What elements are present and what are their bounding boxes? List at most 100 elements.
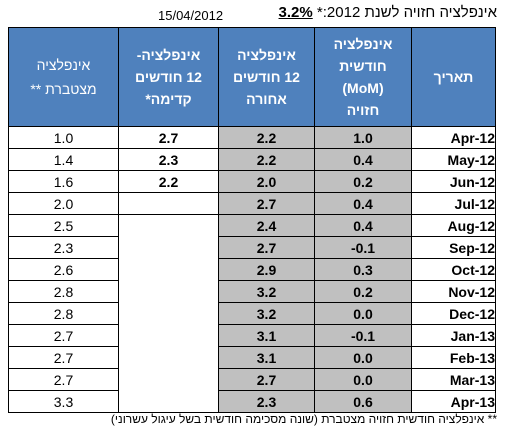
header-back12-line: אחורה [246, 91, 287, 107]
cell-back12: 2.9 [218, 258, 315, 281]
header-forward12-line: קדימה* [145, 91, 192, 107]
table-row: 2.8 3.2 0.0 Dec-12 [8, 302, 496, 325]
cell-forward12: 2.7 [118, 126, 219, 149]
cell-back12: 3.2 [218, 302, 315, 325]
cell-mom: 0.4 [314, 214, 412, 237]
title-text: אינפלציה חזויה לשנת 2012:* [316, 4, 497, 21]
header-forward12-line: אינפלציה- [136, 47, 201, 63]
cell-forward12 [118, 302, 219, 325]
cell-forward12: 2.2 [118, 170, 219, 193]
table-row: 2.3 2.7 -0.1 Sep-12 [8, 236, 496, 259]
cell-cumulative: 1.4 [8, 148, 119, 171]
cell-date: Jun-12 [411, 170, 496, 193]
cell-date: May-12 [411, 148, 496, 171]
cell-back12: 2.2 [218, 126, 315, 149]
cell-forward12 [118, 214, 219, 237]
cell-date: Mar-13 [411, 368, 496, 391]
header-cumulative: אינפלציה מצטברת ** [8, 27, 119, 127]
cell-forward12 [118, 258, 219, 281]
cell-back12: 2.7 [218, 236, 315, 259]
cell-back12: 3.1 [218, 324, 315, 347]
header-back12-line: 12 חודשים [233, 69, 300, 85]
header-date: תאריך [411, 27, 496, 127]
header-mom-line: אינפלציה [333, 36, 393, 52]
cell-date: Apr-13 [411, 390, 496, 413]
cell-mom: 0.4 [314, 148, 412, 171]
cell-back12: 3.2 [218, 280, 315, 303]
cell-date: Jan-13 [411, 324, 496, 347]
cell-back12: 2.0 [218, 170, 315, 193]
header-forward12: אינפלציה- 12 חודשים קדימה* [118, 27, 219, 127]
cell-mom: 0.4 [314, 192, 412, 215]
cell-cumulative: 3.3 [8, 390, 119, 413]
table-row: 2.7 3.1 -0.1 Jan-13 [8, 324, 496, 347]
cell-forward12 [118, 192, 219, 215]
cell-forward12 [118, 236, 219, 259]
table-row: 2.5 2.4 0.4 Aug-12 [8, 214, 496, 237]
cell-mom: 0.0 [314, 346, 412, 369]
header-date-line: תאריך [433, 69, 474, 85]
cell-forward12 [118, 324, 219, 347]
cell-back12: 2.3 [218, 390, 315, 413]
cell-back12: 2.7 [218, 368, 315, 391]
header-back12: אינפלציה 12 חודשים אחורה [218, 27, 315, 127]
cell-mom: 0.0 [314, 302, 412, 325]
cell-cumulative: 2.6 [8, 258, 119, 281]
cell-date: Apr-12 [411, 126, 496, 149]
cell-cumulative: 2.8 [8, 280, 119, 303]
table-row: 2.7 3.1 0.0 Feb-13 [8, 346, 496, 369]
cell-mom: 0.6 [314, 390, 412, 413]
cell-cumulative: 2.7 [8, 346, 119, 369]
cell-mom: 1.0 [314, 126, 412, 149]
cell-mom: -0.1 [314, 324, 412, 347]
cell-cumulative: 2.0 [8, 192, 119, 215]
table-row: 1.4 2.3 2.2 0.4 May-12 [8, 148, 496, 171]
cell-cumulative: 1.0 [8, 126, 119, 149]
cell-date: Dec-12 [411, 302, 496, 325]
cell-cumulative: 2.5 [8, 214, 119, 237]
table-row: 2.6 2.9 0.3 Oct-12 [8, 258, 496, 281]
header-mom-line: (MoM) [342, 80, 384, 96]
cell-back12: 2.7 [218, 192, 315, 215]
cell-mom: 0.2 [314, 280, 412, 303]
cell-forward12 [118, 346, 219, 369]
header-cumulative-line: מצטברת ** [30, 81, 97, 97]
footnote: ** אינפלציה חודשית חזויה מצטברת (שונה מס… [110, 412, 497, 426]
cell-mom: -0.1 [314, 236, 412, 259]
cell-mom: 0.3 [314, 258, 412, 281]
cell-cumulative: 2.8 [8, 302, 119, 325]
cell-mom: 0.0 [314, 368, 412, 391]
cell-date: Nov-12 [411, 280, 496, 303]
report-title: אינפלציה חזויה לשנת 2012:* 3.2% [279, 4, 497, 21]
cell-date: Oct-12 [411, 258, 496, 281]
report-date: 15/04/2012 [158, 8, 224, 23]
header-forward12-line: 12 חודשים [135, 69, 202, 85]
table-row: 1.0 2.7 2.2 1.0 Apr-12 [8, 126, 496, 149]
cell-date: Jul-12 [411, 192, 496, 215]
table-row: 2.7 2.7 0.0 Mar-13 [8, 368, 496, 391]
table-row: 2.8 3.2 0.2 Nov-12 [8, 280, 496, 303]
cell-back12: 2.2 [218, 148, 315, 171]
cell-date: Sep-12 [411, 236, 496, 259]
cell-forward12 [118, 280, 219, 303]
header-mom-line: חזויה [346, 102, 380, 118]
table-row: 1.6 2.2 2.0 0.2 Jun-12 [8, 170, 496, 193]
cell-back12: 3.1 [218, 346, 315, 369]
cell-forward12: 2.3 [118, 148, 219, 171]
cell-cumulative: 2.7 [8, 324, 119, 347]
title-percent: 3.2% [278, 4, 313, 21]
cell-date: Feb-13 [411, 346, 496, 369]
cell-cumulative: 2.7 [8, 368, 119, 391]
cell-forward12 [118, 390, 219, 413]
cell-cumulative: 1.6 [8, 170, 119, 193]
cell-forward12 [118, 368, 219, 391]
table-row: 2.0 2.7 0.4 Jul-12 [8, 192, 496, 215]
header-back12-line: אינפלציה [237, 47, 296, 63]
inflation-table: אינפלציה מצטברת ** אינפלציה- 12 חודשים ק… [8, 27, 496, 413]
cell-mom: 0.2 [314, 170, 412, 193]
cell-back12: 2.4 [218, 214, 315, 237]
cell-date: Aug-12 [411, 214, 496, 237]
header-mom-line: חודשית [339, 58, 387, 74]
header-mom: אינפלציה חודשית (MoM) חזויה [314, 27, 412, 127]
header-row: אינפלציה מצטברת ** אינפלציה- 12 חודשים ק… [8, 27, 496, 127]
